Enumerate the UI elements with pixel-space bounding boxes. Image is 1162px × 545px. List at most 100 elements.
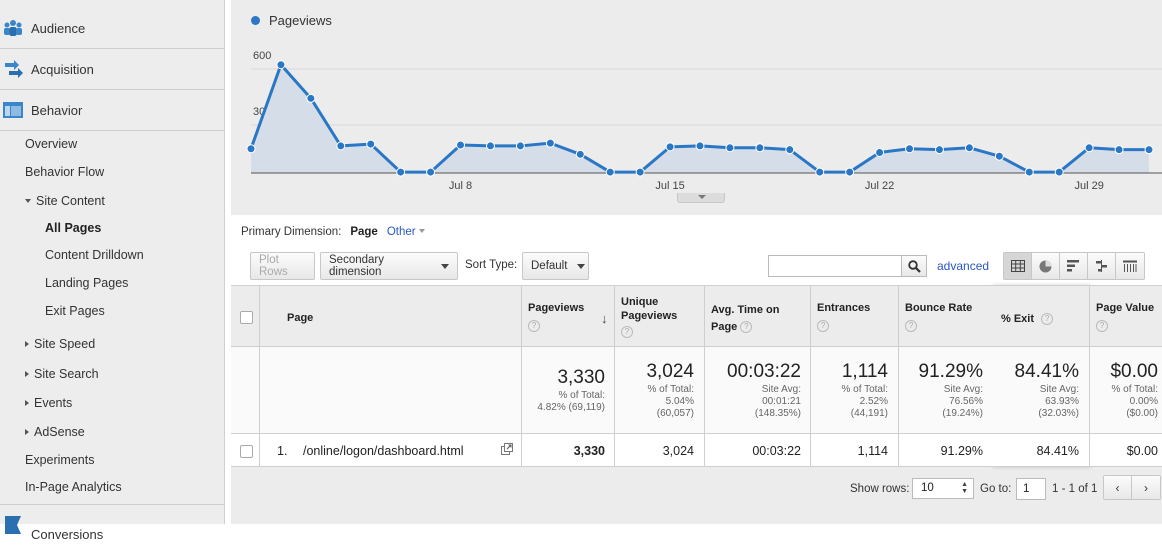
table-footer: Show rows: 10 ▲ ▼ Go to: 1 1 - 1 of 1 ‹ › (231, 470, 1162, 510)
sidebar-item-site-search[interactable]: Site Search (25, 367, 99, 381)
total-value: 91.29% (918, 361, 983, 382)
header-exit[interactable]: % Exit ? (1001, 312, 1054, 326)
sort-type-value: Default (531, 260, 568, 272)
header-page-value[interactable]: Page Value ? (1096, 301, 1154, 332)
header-pageviews[interactable]: Pageviews ? (528, 301, 584, 332)
data-point (1114, 145, 1124, 155)
sidebar-item-site-content[interactable]: Site Content (25, 194, 105, 208)
help-icon[interactable]: ? (621, 326, 633, 338)
sidebar-item-adsense[interactable]: AdSense (25, 425, 85, 439)
view-pivot-button[interactable] (1116, 253, 1144, 279)
show-rows-select[interactable]: 10 ▲ ▼ (912, 478, 974, 499)
row-avg-time: 00:03:22 (752, 444, 801, 458)
header-label: Avg. Time on Page (711, 304, 780, 333)
help-icon[interactable]: ? (528, 320, 540, 332)
sidebar-section-audience[interactable]: Audience (0, 8, 224, 49)
audience-icon (4, 20, 22, 36)
search-icon (907, 259, 921, 273)
help-icon[interactable]: ? (905, 320, 917, 332)
chevron-down-icon (25, 199, 31, 203)
sidebar-item-exit-pages[interactable]: Exit Pages (45, 304, 105, 318)
data-point (575, 149, 585, 159)
view-performance-button[interactable] (1060, 253, 1088, 279)
data-point (545, 138, 555, 148)
header-page[interactable]: Page (287, 312, 314, 324)
row-unique-pageviews: 3,024 (662, 444, 694, 458)
data-point (725, 143, 735, 153)
primary-dimension-page[interactable]: Page (350, 226, 378, 238)
goto-page-input[interactable]: 1 (1016, 478, 1046, 500)
sidebar-section-conversions[interactable]: Conversions (0, 504, 224, 545)
primary-dimension-other[interactable]: Other (387, 226, 425, 238)
total-percent: 63.93% (1045, 396, 1079, 407)
behavior-icon (3, 102, 23, 118)
sidebar-item-content-drilldown[interactable]: Content Drilldown (45, 248, 144, 262)
column-divider (810, 285, 811, 467)
header-bounce-rate[interactable]: Bounce Rate ? (905, 301, 972, 332)
help-icon[interactable]: ? (817, 320, 829, 332)
next-page-button[interactable]: › (1132, 476, 1160, 499)
help-icon[interactable]: ? (1041, 313, 1054, 326)
header-label: Pageviews (528, 302, 585, 314)
data-table: Page Pageviews ? ↓ Unique Pageviews ? Av… (231, 285, 1162, 524)
header-entrances[interactable]: Entrances ? (817, 301, 870, 332)
sidebar-item-overview[interactable]: Overview (25, 137, 78, 151)
row-checkbox[interactable] (240, 445, 253, 458)
sidebar-item-behavior-flow[interactable]: Behavior Flow (25, 165, 105, 179)
sidebar-item-events[interactable]: Events (25, 396, 72, 410)
show-rows-value: 10 (921, 482, 934, 494)
view-table-button[interactable] (1004, 253, 1032, 279)
header-avg-time-on-page[interactable]: Avg. Time on Page ? (711, 302, 793, 336)
previous-page-button[interactable]: ‹ (1104, 476, 1132, 499)
plot-rows-button[interactable]: Plot Rows (250, 252, 315, 280)
total-value: $0.00 (1110, 361, 1158, 382)
total-caption: % of Total: (841, 384, 888, 395)
sort-type-dropdown[interactable]: Default (522, 252, 589, 280)
row-page-link[interactable]: /online/logon/dashboard.html (303, 444, 464, 458)
secondary-dimension-dropdown[interactable]: Secondary dimension (320, 252, 458, 280)
sidebar-section-behavior[interactable]: Behavior (0, 90, 224, 131)
total-value: 3,024 (646, 361, 694, 382)
view-comparison-button[interactable] (1088, 253, 1116, 279)
table-row: 1. /online/logon/dashboard.html 3,330 3,… (231, 434, 1162, 467)
data-point (276, 60, 286, 70)
header-label: Bounce Rate (905, 302, 973, 314)
advanced-filter-link[interactable]: advanced (937, 259, 990, 273)
column-divider (704, 285, 705, 467)
chevron-right-icon: › (1144, 480, 1148, 495)
data-point (246, 144, 256, 154)
sidebar-item-site-speed[interactable]: Site Speed (25, 337, 95, 351)
sidebar-item-in-page-analytics[interactable]: In-Page Analytics (25, 480, 122, 494)
pagination-range: 1 - 1 of 1 (1052, 483, 1098, 495)
open-page-icon[interactable] (501, 443, 513, 455)
data-point (456, 140, 466, 150)
sidebar-section-acquisition[interactable]: Acquisition (0, 49, 224, 90)
total-absolute: ($0.00) (1126, 408, 1158, 419)
search-button[interactable] (901, 255, 927, 277)
total-caption: Site Avg: (761, 384, 801, 395)
header-unique-pageviews[interactable]: Unique Pageviews ? (621, 295, 691, 338)
total-percent: 5.04% (665, 396, 694, 407)
chart-legend: Pageviews (251, 13, 332, 28)
view-pie-button[interactable] (1032, 253, 1060, 279)
table-header-row: Page Pageviews ? ↓ Unique Pageviews ? Av… (231, 285, 1162, 347)
help-icon[interactable]: ? (1096, 320, 1108, 332)
data-point (964, 143, 974, 153)
row-page-value: $0.00 (1126, 444, 1158, 458)
chart-collapse-toggle[interactable] (677, 193, 725, 203)
table-search-input[interactable] (768, 255, 902, 277)
sidebar-item-experiments[interactable]: Experiments (25, 453, 95, 467)
header-label: % Exit (1001, 313, 1035, 325)
total-absolute: (148.35%) (754, 408, 801, 419)
select-all-checkbox[interactable] (240, 311, 253, 324)
legend-marker (251, 16, 260, 25)
header-label: Entrances (817, 302, 871, 314)
sort-descending-icon[interactable]: ↓ (601, 311, 608, 326)
help-icon[interactable]: ? (740, 321, 753, 334)
row-entrances: 1,114 (857, 444, 888, 458)
chevron-down-icon (418, 229, 425, 233)
data-point (1054, 167, 1064, 177)
sidebar-item-all-pages[interactable]: All Pages (45, 221, 102, 235)
sidebar-item-landing-pages[interactable]: Landing Pages (45, 276, 129, 290)
table-toolbar: Plot Rows Secondary dimension Sort Type:… (231, 247, 1162, 285)
